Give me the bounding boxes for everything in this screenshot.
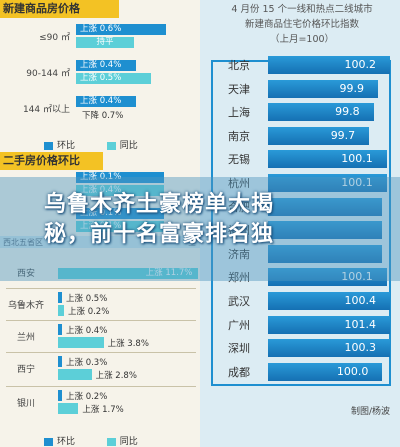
- partial-header-right: 全: [188, 238, 196, 247]
- chart-title-line3: （上月=100）: [269, 34, 335, 45]
- secondhand-huanbi-bar: [58, 324, 62, 335]
- legend-bottom-tongbi-label: 同比: [119, 437, 138, 447]
- legend-bottom-huanbi-label: 环比: [57, 437, 76, 447]
- secondhand-top-tongbi-bar: 上涨 0.1%: [76, 221, 164, 232]
- secondhand-tongbi-label: 上涨 1.7%: [82, 405, 124, 415]
- partial-header: 西北五省区: [3, 238, 43, 247]
- legend-huanbi-swatch: [44, 141, 53, 150]
- city-label: 武汉: [228, 295, 250, 308]
- new-homes-tongbi-bar: 上涨 0.5%: [76, 73, 151, 84]
- city-label: 无锡: [228, 153, 250, 167]
- city-label: 福州: [228, 224, 250, 238]
- city-bar: 99.7: [268, 126, 370, 145]
- secondhand-huanbi-label: 上涨 0.3%: [66, 358, 108, 368]
- legend-bottom: 环比 同比: [44, 434, 138, 447]
- city-bar: [268, 221, 383, 240]
- secondhand-category: 银川: [16, 399, 35, 409]
- secondhand-separator: [6, 288, 196, 289]
- city-bar: 100.1: [268, 150, 387, 169]
- city-label: 北京: [228, 59, 250, 72]
- new-homes-huanbi-bar: 上涨 0.4%: [76, 60, 136, 71]
- secondhand-category: 乌鲁木齐: [7, 301, 44, 311]
- new-homes-category: ≤90 ㎡: [39, 33, 70, 43]
- overlay-banner[interactable]: [0, 177, 400, 281]
- secondhand-category: 西宁: [16, 365, 35, 375]
- city-label: 合肥: [228, 200, 250, 214]
- secondhand-top-huanbi-bar: 上涨 0.1%: [76, 172, 164, 183]
- city-bar: 100.2: [268, 56, 390, 74]
- secondhand-huanbi-label: 上涨 0.4%: [66, 326, 108, 336]
- legend-tongbi-label: 同比: [119, 141, 138, 151]
- partial-header-strip: [0, 236, 200, 248]
- city-label: 济南: [228, 247, 250, 261]
- city-label: 杭州: [228, 177, 250, 190]
- secondhand-tongbi-bar: 上涨 11.7%: [58, 268, 199, 279]
- legend-tongbi-swatch: [106, 141, 116, 150]
- city-label: 南京: [228, 129, 250, 143]
- secondhand-huanbi-bar: [58, 356, 62, 367]
- secondhand-tongbi-label: 上涨 0.2%: [68, 307, 110, 317]
- city-bar: [268, 244, 383, 263]
- secondhand-huanbi-label: 上涨 0.5%: [66, 294, 108, 304]
- city-bar: 100.3: [268, 339, 390, 358]
- city-label: 广州: [228, 318, 250, 332]
- city-bar: 100.1: [268, 268, 387, 287]
- new-homes-header: 新建商品房价格: [0, 0, 119, 18]
- overlay-headline[interactable]: 乌鲁木齐土豪榜单大揭 秘，前十名富豪排名独: [44, 190, 364, 250]
- legend-bottom-tongbi-swatch: [106, 437, 116, 446]
- secondhand-tongbi-bar: [58, 305, 64, 316]
- secondhand-category: 西安: [16, 269, 35, 279]
- city-label: 郑州: [228, 271, 250, 285]
- secondhand-tongbi-label: 上涨 3.8%: [107, 339, 149, 349]
- legend-huanbi-label: 环比: [57, 141, 76, 151]
- secondhand-huanbi-label: 上涨 0.2%: [66, 392, 108, 402]
- city-bar: 99.8: [268, 103, 374, 122]
- city-bar: 101.4: [268, 315, 390, 334]
- city-label: 天津: [228, 82, 250, 96]
- secondhand-header: 二手房价格环比: [0, 152, 103, 170]
- secondhand-tongbi-label: 上涨 2.8%: [95, 371, 137, 381]
- secondhand-category: 兰州: [16, 333, 35, 343]
- chart-title: 4 月份 15 个一线和热点二线城市 新建商品住宅价格环比指数 （上月=100）: [214, 2, 390, 47]
- chart-title-line2: 新建商品住宅价格环比指数: [244, 19, 359, 30]
- legend-top: 环比 同比: [44, 138, 138, 151]
- new-homes-category: 144 ㎡以上: [22, 105, 70, 115]
- new-homes-huanbi-bar: 上涨 0.6%: [76, 24, 166, 35]
- city-bar: 100.1: [268, 174, 387, 192]
- new-homes-huanbi-bar: 上涨 0.4%: [76, 96, 136, 107]
- secondhand-top-tongbi-bar: 上涨 0.4%: [76, 185, 164, 196]
- credit: 制图/杨波: [350, 407, 390, 417]
- chart-title-line1: 4 月份 15 个一线和热点二线城市: [231, 4, 373, 15]
- new-homes-tongbi-label: 下降 0.7%: [82, 111, 124, 121]
- new-homes-tongbi-bar: 持平: [76, 37, 134, 48]
- secondhand-tongbi-bar: [58, 369, 92, 380]
- secondhand-separator: [6, 320, 196, 321]
- secondhand-separator: [6, 352, 196, 353]
- secondhand-separator: [6, 386, 196, 387]
- secondhand-huanbi-bar: [58, 390, 62, 401]
- secondhand-tongbi-bar: [58, 403, 79, 414]
- city-label: 深圳: [228, 342, 250, 356]
- city-label: 上海: [228, 106, 250, 120]
- secondhand-huanbi-bar: [58, 292, 62, 303]
- secondhand-top-huanbi-bar: 上涨 0.1%: [76, 208, 164, 219]
- overlay-line2: 秘，前十名富豪排名独: [44, 222, 275, 247]
- city-bar: 100.4: [268, 292, 390, 310]
- city-bar: [268, 197, 383, 216]
- legend-bottom-huanbi-swatch: [44, 437, 53, 446]
- new-homes-category: 90-144 ㎡: [26, 69, 70, 79]
- overlay-line1: 乌鲁木齐土豪榜单大揭: [44, 192, 275, 217]
- city-label: 成都: [228, 365, 250, 379]
- city-bar: 99.9: [268, 79, 378, 98]
- city-bar: 100.0: [268, 362, 383, 381]
- secondhand-tongbi-bar: [58, 337, 104, 348]
